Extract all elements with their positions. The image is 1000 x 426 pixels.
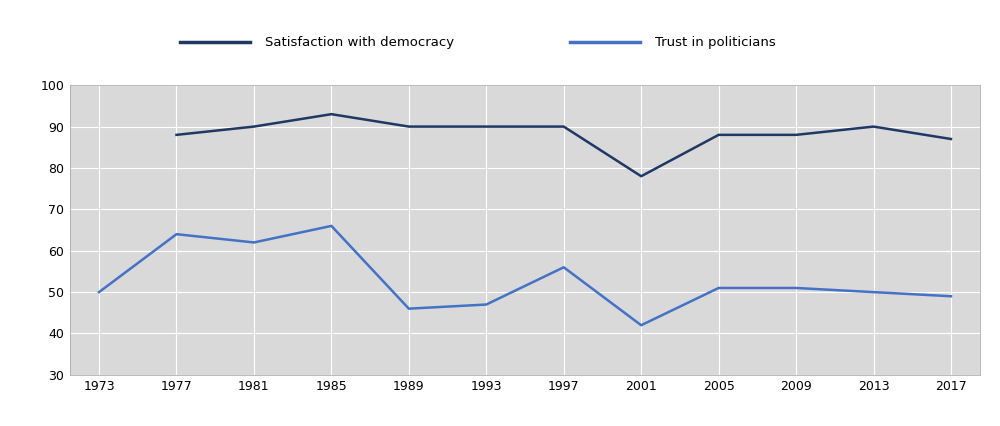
Text: Trust in politicians: Trust in politicians <box>655 36 776 49</box>
Text: Satisfaction with democracy: Satisfaction with democracy <box>265 36 454 49</box>
